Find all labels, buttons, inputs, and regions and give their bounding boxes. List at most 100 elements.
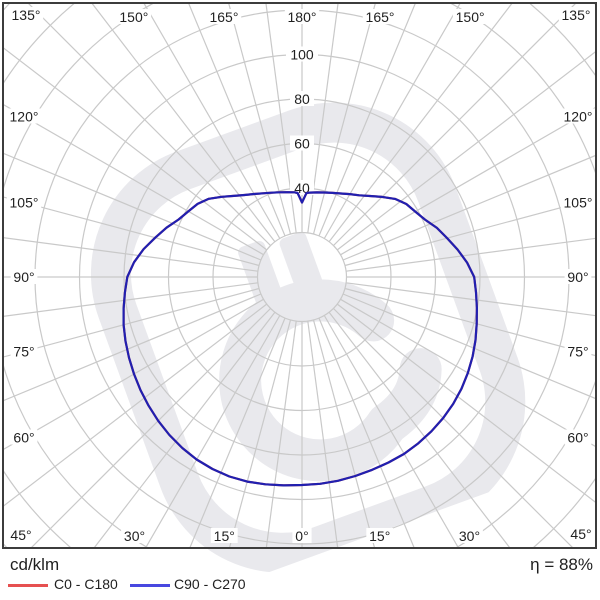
ring-label-bg [290,91,314,106]
legend-label-c90-c270: C90 - C270 [174,576,246,592]
angle-label: 150° [119,9,148,25]
angle-label-bg [6,108,42,124]
grid-spoke [91,4,276,243]
angle-label: 120° [564,108,593,124]
angle-label-bg [121,528,148,543]
grid-spoke [4,196,260,267]
angle-label: 90° [567,269,588,285]
legend-red-line-swatch [8,584,48,587]
angle-label-bg [456,528,483,543]
angle-label: 30° [124,528,145,544]
angle-label: 165° [209,9,238,25]
angle-label: 105° [564,195,593,211]
grid-spoke [4,237,258,272]
angle-label-bg [558,7,594,22]
angle-label-bg [362,9,398,24]
angle-label: 45° [570,526,591,542]
grid-spoke [318,4,416,237]
grid-spoke [4,47,268,251]
curve-c90-c270 [122,191,478,487]
grid-spoke [342,155,595,261]
grid-spoke [336,51,595,251]
grid-spoke [307,321,339,547]
efficiency-label: η = 88% [530,555,593,574]
angle-label-bg [366,528,394,543]
chart-frame [2,2,597,549]
ring-label: 60 [294,136,310,152]
angle-label: 150° [456,9,485,25]
grid-spoke [4,293,262,402]
grid-spoke [328,311,510,547]
angle-label-bg [564,429,592,445]
grid-spoke [340,298,595,447]
grid-spoke [307,4,339,233]
grid-spoke [4,303,268,507]
legend-label-c0-c180: C0 - C180 [54,576,118,592]
grid-spoke [328,4,513,243]
angle-label: 90° [13,269,34,285]
angle-label: 45° [10,527,31,543]
angle-label-bg [10,343,38,359]
grid-spoke [265,4,297,233]
grid-spoke [188,4,286,237]
intensity-curves [122,191,478,487]
grid-spoke [346,282,595,317]
angle-label-bg [292,528,312,543]
angle-label: 120° [10,108,39,124]
angle-label: 75° [567,343,588,359]
angle-label: 165° [366,9,395,25]
angle-label-bg [284,9,320,24]
ring-label: 40 [294,180,310,196]
ring-label-bg [290,135,314,151]
angle-label: 15° [369,528,390,544]
grid-spoke [346,237,595,272]
angle-label-bg [6,194,42,210]
ring-label: 80 [294,91,310,107]
angle-label: 135° [562,7,591,23]
grid-spoke [344,197,595,267]
grid-spoke [228,4,292,235]
legend-blue-line-swatch [130,584,170,587]
grid-spoke [312,319,375,547]
angle-axis-labels: 0° 15° 15° 30° 30° 45° 45° 60° 60° 75° 75° 90° 90° 10… [6,7,596,544]
grid-spoke [143,4,281,239]
angle-label: 0° [295,528,308,544]
angle-label: 180° [288,9,317,25]
angle-label-bg [210,528,238,543]
angle-label-bg [564,343,592,359]
grid-spoke [28,4,271,246]
angle-label: 105° [10,195,39,211]
angle-label-bg [206,9,242,24]
grid-spoke [4,282,258,317]
grid-spoke [4,152,262,261]
angle-label-bg [10,269,38,284]
grid-spoke [4,298,264,450]
angle-label-bg [452,9,488,24]
angle-label-bg [8,7,44,22]
angle-label: 60° [567,430,588,446]
ring-label: 100 [290,47,314,63]
angle-label-bg [560,108,596,124]
grid-spoke [189,317,286,547]
radial-axis-labels: 40 60 80 100 [286,46,318,196]
grid-spoke [94,311,276,547]
watermark-logo [90,102,526,573]
units-label: cd/klm [10,555,60,574]
grid-spoke [265,321,297,547]
angle-label: 135° [12,7,41,23]
grid-spoke [145,315,281,547]
angle-label: 15° [214,528,235,544]
angle-label-bg [7,527,35,542]
angle-label-bg [116,9,152,24]
grid-spoke [323,315,459,547]
angle-label-bg [564,269,592,284]
grid-spoke [229,319,292,547]
grid-spoke [4,287,260,358]
angle-label-bg [560,194,596,210]
grid-spoke [318,317,415,547]
grid-spoke [4,104,264,256]
grid-spoke [333,4,576,246]
angle-label-bg [567,526,595,541]
